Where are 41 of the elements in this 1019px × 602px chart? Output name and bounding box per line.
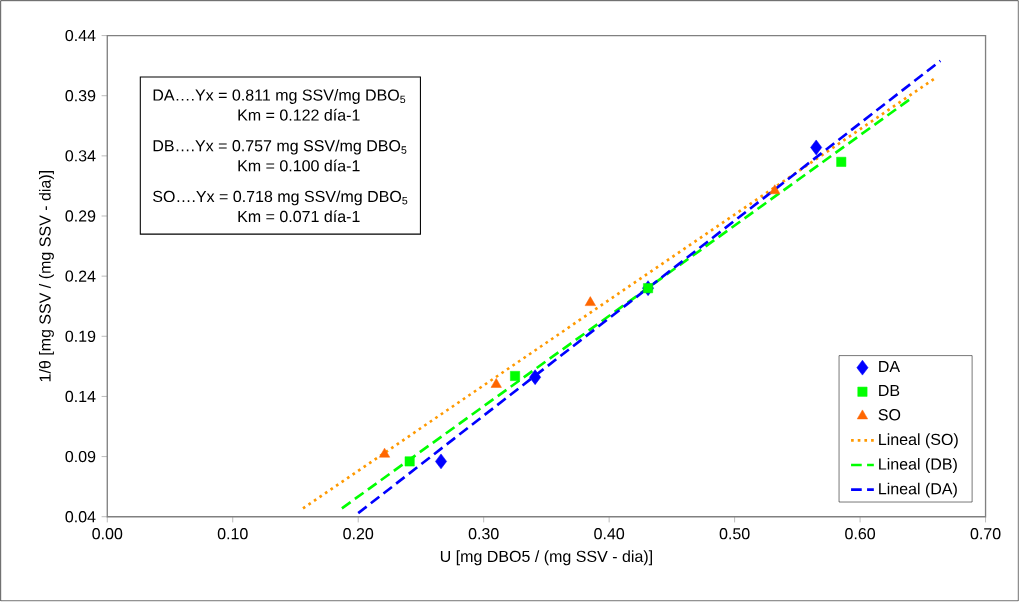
legend-label: DA bbox=[879, 361, 901, 373]
x-tick-label: 0.70 bbox=[970, 528, 1001, 540]
annotation: Km = 0.071 día-1 bbox=[238, 210, 360, 223]
x-tick-label: 0.00 bbox=[92, 528, 123, 540]
y-tick-label: 0.29 bbox=[65, 210, 96, 222]
y-tick-label: 0.14 bbox=[65, 391, 96, 403]
annotation: Km = 0.122 día-1 bbox=[238, 109, 360, 121]
legend-label: SO bbox=[878, 409, 901, 421]
x-tick-label: 0.60 bbox=[845, 528, 876, 540]
point bbox=[836, 157, 847, 168]
annotation: SO….Yx = 0.718 mg SSV/mg DBO$_{5}$ bbox=[153, 190, 408, 206]
x-axis-title: U [mg DBO5 / (mg SSV - dia)] bbox=[440, 550, 652, 566]
y-tick-label: 0.24 bbox=[65, 270, 96, 283]
point bbox=[810, 139, 823, 156]
point bbox=[584, 296, 596, 307]
legend-label: Lineal (DA) bbox=[879, 482, 957, 498]
annotation: Km = 0.100 día-1 bbox=[238, 159, 360, 172]
x-tick-label: 0.10 bbox=[217, 528, 248, 540]
point bbox=[435, 453, 447, 470]
x-tick-label: 0.30 bbox=[468, 528, 499, 540]
point bbox=[769, 184, 781, 195]
annotation: DA….Yx = 0.811 mg SSV/mg DBO$_{5}$ bbox=[153, 89, 406, 105]
y-tick-label: 0.34 bbox=[65, 150, 96, 162]
y-tick-label: 0.19 bbox=[65, 330, 96, 343]
y-tick-label: 0.04 bbox=[65, 511, 96, 523]
x-tick-label: 0.40 bbox=[594, 528, 625, 540]
point bbox=[510, 371, 520, 382]
y-tick-label: 0.09 bbox=[65, 451, 96, 463]
y-axis-title: 1/θ [mg SSV / (mg SSV - dia)] bbox=[38, 171, 54, 382]
x-tick-label: 0.50 bbox=[719, 528, 750, 540]
legend-label: Lineal (DB) bbox=[879, 458, 957, 474]
point bbox=[404, 456, 415, 467]
point bbox=[490, 378, 502, 388]
annotation: DB….Yx = 0.757 mg SSV/mg DBO$_{5}$ bbox=[153, 139, 407, 155]
legend-label: Lineal (SO) bbox=[879, 433, 958, 449]
y-tick-label: 0.39 bbox=[65, 90, 96, 102]
point bbox=[379, 448, 391, 458]
legend-label: DB bbox=[879, 385, 900, 397]
point bbox=[529, 369, 541, 386]
y-tick-label: 0.44 bbox=[65, 30, 96, 42]
x-tick-label: 0.20 bbox=[343, 528, 374, 540]
